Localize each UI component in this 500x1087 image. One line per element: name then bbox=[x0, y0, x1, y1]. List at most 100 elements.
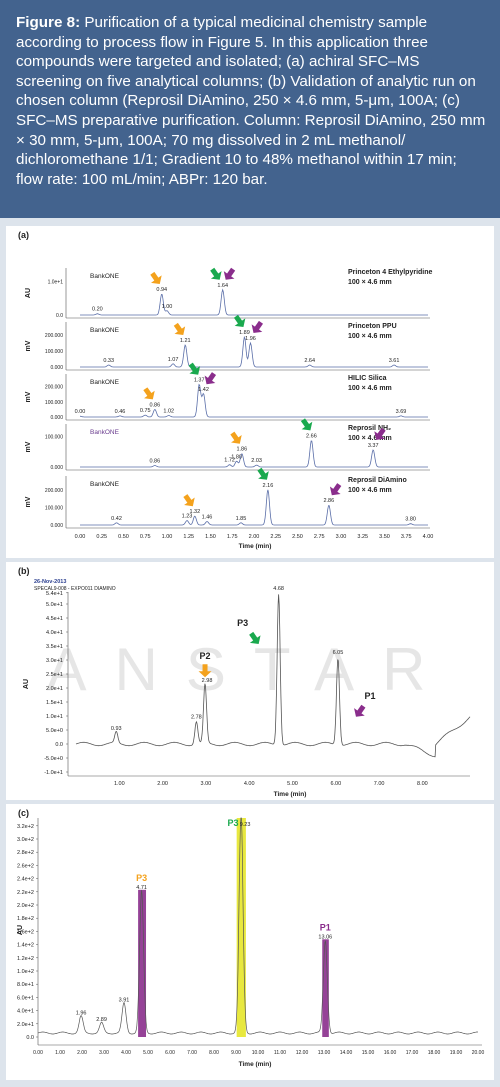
y-tick-label: -5.0e+0 bbox=[44, 756, 63, 762]
x-tick-label: 2.50 bbox=[292, 534, 303, 540]
peak-label: 1.00 bbox=[162, 304, 173, 310]
y-tick-label: 0.0 bbox=[55, 742, 63, 748]
x-tick-label: 5.00 bbox=[287, 781, 298, 787]
peak-label: 3.91 bbox=[119, 997, 130, 1003]
x-tick-label: 18.00 bbox=[428, 1050, 441, 1056]
y-tick-label: 1.0e+2 bbox=[17, 969, 34, 975]
peak-label: 1.72 bbox=[224, 458, 235, 464]
figure: ANSTAR (a) 0.20 0.94 1.00 1.64 Princeton 4 Eth… bbox=[6, 226, 494, 1080]
y-tick-label: 4.5e+1 bbox=[46, 616, 63, 622]
fraction-label: P3 bbox=[136, 873, 147, 883]
arrow bbox=[374, 427, 386, 440]
peak-label: 1.85 bbox=[236, 516, 247, 522]
peak-label: 1.46 bbox=[202, 514, 213, 520]
x-tick-label: 7.00 bbox=[374, 781, 385, 787]
caption-text: Purification of a typical medicinal chem… bbox=[16, 14, 486, 188]
x-tick-label: 8.00 bbox=[209, 1050, 219, 1056]
peak-label: 2.86 bbox=[323, 498, 334, 504]
fraction-label: P1 bbox=[320, 923, 331, 933]
y-tick-label: 1.6e+2 bbox=[17, 929, 34, 935]
x-tick-label: 3.00 bbox=[336, 534, 347, 540]
peak-label: 3.61 bbox=[389, 358, 400, 364]
x-tick-label: 1.00 bbox=[114, 781, 125, 787]
panel-b-bg bbox=[6, 562, 494, 800]
peak-label: 1.86 bbox=[236, 447, 247, 453]
peak-label: 1.64 bbox=[217, 283, 228, 289]
y-tick-label: 4.0e+1 bbox=[46, 630, 63, 636]
panel-label: (b) bbox=[18, 566, 30, 576]
y-tick-label: 2.8e+2 bbox=[17, 850, 34, 856]
arrow bbox=[329, 483, 342, 496]
arrow bbox=[210, 267, 222, 280]
x-tick-label: 4.00 bbox=[423, 534, 434, 540]
column-label: 100 × 4.6 mm bbox=[348, 435, 392, 442]
y-tick-label: 3.2e+2 bbox=[17, 824, 34, 830]
peak-label: 1.37 bbox=[194, 378, 205, 384]
peak-label: 9.23 bbox=[240, 822, 251, 828]
y-tick-label: 0.000 bbox=[50, 365, 63, 371]
fraction-label: P1 bbox=[364, 691, 375, 701]
y-tick-label: -1.0e+1 bbox=[44, 770, 63, 776]
peak-label: 1.21 bbox=[180, 338, 191, 344]
trace bbox=[75, 594, 471, 758]
peak-label: 4.68 bbox=[273, 586, 284, 592]
column-label: Reprosil DiAmino bbox=[348, 477, 407, 484]
x-tick-label: 19.00 bbox=[450, 1050, 463, 1056]
peak-label: 1.32 bbox=[189, 509, 200, 515]
arrow bbox=[249, 631, 261, 644]
y-tick-label: 5.0e+0 bbox=[46, 728, 63, 734]
bank-label: BankONE bbox=[90, 379, 120, 386]
x-axis-label: Time (min) bbox=[274, 791, 307, 798]
arrow bbox=[204, 372, 217, 385]
peak-label: 1.89 bbox=[239, 330, 250, 336]
y-axis-label: AU bbox=[25, 288, 32, 298]
y-tick-label: 2.4e+2 bbox=[17, 877, 34, 883]
arrow bbox=[188, 362, 201, 375]
peak-label: 0.00 bbox=[75, 409, 86, 415]
column-label: Princeton PPU bbox=[348, 323, 397, 330]
caption: Figure 8: Purification of a typical medi… bbox=[0, 0, 500, 218]
column-label: Reprosil NH₂ bbox=[348, 425, 391, 432]
column-label: 100 × 4.6 mm bbox=[348, 385, 392, 392]
bank-label: BankONE bbox=[90, 481, 120, 488]
y-tick-label: 2.5e+1 bbox=[46, 672, 63, 678]
arrow bbox=[150, 271, 162, 284]
fraction-bar bbox=[138, 889, 147, 1037]
arrow bbox=[354, 704, 366, 717]
x-tick-label: 0.25 bbox=[96, 534, 107, 540]
panel-c-bg bbox=[6, 804, 494, 1080]
peak-label: 3.69 bbox=[396, 409, 407, 415]
x-tick-label: 7.00 bbox=[187, 1050, 197, 1056]
fraction-bar bbox=[236, 818, 246, 1037]
x-tick-label: 4.00 bbox=[244, 781, 255, 787]
arrow bbox=[183, 494, 195, 507]
y-tick-label: 100.000 bbox=[45, 435, 63, 441]
trace bbox=[80, 489, 428, 526]
y-tick-label: 4.0e+1 bbox=[17, 1009, 34, 1015]
trace bbox=[80, 288, 428, 316]
x-tick-label: 0.75 bbox=[140, 534, 151, 540]
x-tick-label: 1.00 bbox=[162, 534, 173, 540]
fraction-bar bbox=[322, 939, 329, 1037]
fraction-label: P2 bbox=[200, 651, 211, 661]
peak-label: 2.78 bbox=[191, 715, 202, 721]
bank-label: BankONE bbox=[90, 429, 120, 436]
arrow bbox=[143, 387, 155, 400]
x-tick-label: 14.00 bbox=[340, 1050, 353, 1056]
x-tick-label: 20.00 bbox=[472, 1050, 485, 1056]
x-tick-label: 17.00 bbox=[406, 1050, 419, 1056]
y-tick-label: 0.000 bbox=[50, 415, 63, 421]
x-tick-label: 5.00 bbox=[143, 1050, 153, 1056]
x-tick-label: 6.00 bbox=[165, 1050, 175, 1056]
y-tick-label: 1.2e+2 bbox=[17, 956, 34, 962]
y-tick-label: 2.2e+2 bbox=[17, 890, 34, 896]
x-tick-label: 3.00 bbox=[201, 781, 212, 787]
column-label: 100 × 4.6 mm bbox=[348, 333, 392, 340]
peak-label: 1.42 bbox=[198, 387, 209, 393]
x-tick-label: 8.00 bbox=[417, 781, 428, 787]
arrow bbox=[198, 664, 212, 678]
column-label: 100 × 4.6 mm bbox=[348, 487, 392, 494]
peak-label: 13.06 bbox=[318, 935, 332, 941]
trace bbox=[37, 817, 478, 1035]
